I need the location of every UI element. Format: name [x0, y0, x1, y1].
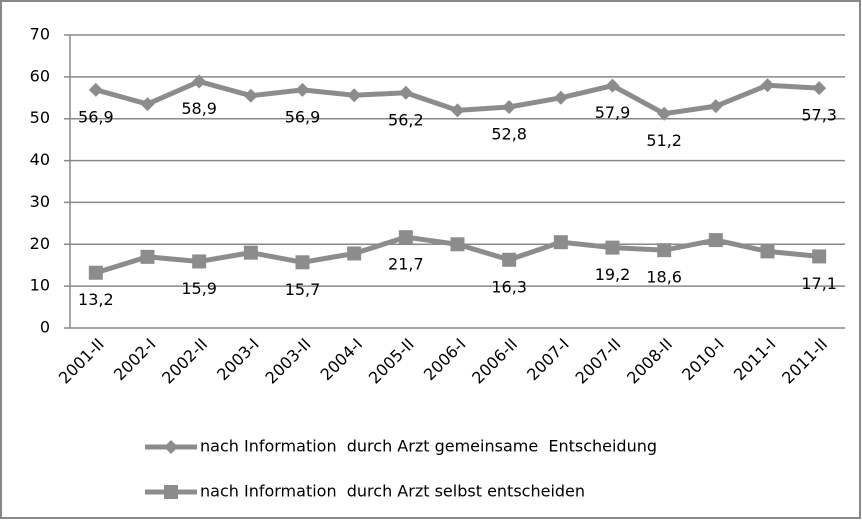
data-point	[605, 78, 620, 93]
data-label: 13,2	[78, 290, 114, 309]
y-tick-label: 50	[30, 108, 50, 127]
y-tick-label: 70	[30, 25, 50, 44]
data-point	[553, 90, 568, 105]
data-point	[398, 85, 413, 100]
data-point	[295, 82, 310, 97]
data-point	[192, 254, 207, 269]
data-point	[140, 97, 155, 112]
data-label: 19,2	[595, 265, 631, 284]
y-tick-label: 30	[30, 192, 50, 211]
data-point	[398, 230, 413, 245]
data-label: 57,9	[595, 103, 631, 122]
data-label: 21,7	[388, 255, 424, 274]
data-label: 58,9	[181, 99, 217, 118]
y-tick-label: 10	[30, 276, 50, 295]
data-label: 16,3	[491, 277, 527, 296]
data-point	[243, 245, 258, 260]
data-point	[88, 265, 103, 280]
data-point	[450, 237, 465, 252]
data-point	[760, 78, 775, 93]
data-label: 51,2	[646, 131, 682, 150]
data-label: 18,6	[646, 268, 682, 287]
data-label: 56,2	[388, 110, 424, 129]
data-point	[708, 233, 723, 248]
data-label: 17,1	[801, 274, 837, 293]
data-label: 15,7	[285, 280, 321, 299]
y-tick-label: 40	[30, 150, 50, 169]
legend-marker	[164, 485, 178, 499]
data-point	[812, 249, 827, 264]
data-point	[502, 99, 517, 114]
data-point	[553, 235, 568, 250]
y-tick-label: 0	[40, 318, 50, 337]
data-point	[605, 240, 620, 255]
data-point	[450, 103, 465, 118]
data-point	[760, 244, 775, 259]
legend-label: nach Information durch Arzt gemeinsame E…	[200, 437, 657, 456]
data-label: 56,9	[285, 107, 321, 126]
data-point	[243, 88, 258, 103]
data-label: 56,9	[78, 107, 114, 126]
data-point	[708, 99, 723, 114]
data-point	[812, 81, 827, 96]
data-point	[657, 106, 672, 121]
legend-marker	[164, 440, 178, 454]
data-point	[347, 88, 362, 103]
y-tick-label: 60	[30, 66, 50, 85]
data-point	[192, 74, 207, 89]
data-point	[295, 255, 310, 270]
data-point	[140, 249, 155, 264]
data-point	[88, 82, 103, 97]
data-label: 52,8	[491, 124, 527, 143]
data-point	[347, 246, 362, 261]
legend-label: nach Information durch Arzt selbst entsc…	[200, 482, 585, 501]
data-point	[502, 252, 517, 267]
data-label: 57,3	[801, 106, 837, 125]
y-tick-label: 20	[30, 234, 50, 253]
data-label: 15,9	[181, 279, 217, 298]
data-point	[657, 243, 672, 258]
